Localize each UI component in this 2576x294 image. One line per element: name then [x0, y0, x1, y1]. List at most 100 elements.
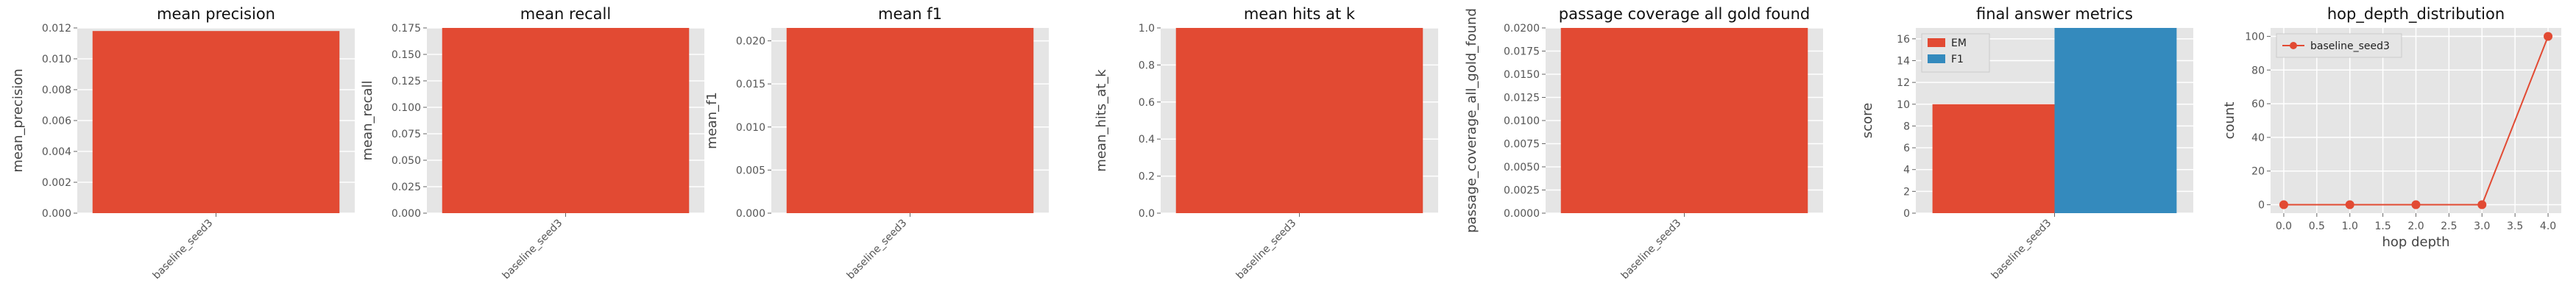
y-tick-label: 0.0050 [1504, 162, 1540, 173]
x-tick-label: baseline_seed3 [845, 218, 910, 282]
x-tick-label: 2.0 [2407, 220, 2424, 232]
chart-title: passage coverage all gold found [1559, 5, 1810, 23]
legend-label: EM [1951, 37, 1967, 49]
y-tick-label: 0.0000 [1504, 208, 1540, 220]
x-tick-label: 4.0 [2540, 220, 2556, 232]
y-axis-label: mean_f1 [704, 92, 720, 149]
y-tick-label: 0.100 [392, 102, 421, 114]
y-tick-label: 0.002 [42, 177, 71, 189]
y-tick-label: 0.004 [42, 146, 71, 158]
bar [1175, 28, 1423, 213]
y-tick-label: 10 [1897, 99, 1910, 111]
chart-panel-3: mean hits at k 0.0 0.2 0.4 0.6 0.8 1.0 mean_hit… [1094, 5, 1438, 282]
x-tick-label: 3.0 [2474, 220, 2490, 232]
y-tick-label: 8 [1903, 121, 1910, 132]
x-tick-label: baseline_seed3 [1234, 218, 1299, 282]
chart-title: hop_depth_distribution [2327, 5, 2505, 24]
y-axis-label: count [2222, 102, 2237, 140]
x-tick-label: baseline_seed3 [151, 218, 216, 282]
y-tick-label: 0.150 [392, 49, 421, 61]
y-tick-label: 0.0175 [1504, 46, 1540, 58]
y-tick-label: 0.010 [736, 122, 765, 134]
bar-f1 [2054, 28, 2177, 213]
y-tick-label: 0.0150 [1504, 69, 1540, 81]
chart-panel-4: passage coverage all gold found 0.0000 0.0… [1464, 5, 1823, 282]
y-tick-label: 0.020 [736, 36, 765, 48]
chart-panel-6: hop_depth_distribution 0 20 40 60 80 100 count 0… [2222, 5, 2561, 250]
bar [442, 28, 690, 213]
chart-panel-0: mean precision 0.000 0.002 0.004 0.006 0.008 0… [10, 5, 355, 282]
y-tick-label: 0.0075 [1504, 139, 1540, 151]
y-tick-label: 0.175 [392, 23, 421, 35]
y-tick-label: 0.025 [392, 182, 421, 193]
y-tick-label: 0.000 [42, 208, 71, 220]
y-tick-label: 20 [2251, 166, 2265, 178]
y-axis-label: mean_hits_at_k [1094, 69, 1109, 172]
x-tick-label: 2.5 [2441, 220, 2457, 232]
x-tick-label: baseline_seed3 [1989, 218, 2054, 282]
y-tick-label: 0.050 [392, 155, 421, 167]
y-tick-label: 100 [2245, 31, 2265, 43]
chart-title: mean hits at k [1244, 5, 1356, 23]
y-axis-label: mean_precision [10, 68, 26, 172]
y-tick-label: 0.008 [42, 85, 71, 96]
y-tick-label: 14 [1897, 55, 1910, 67]
y-tick-label: 0.8 [1139, 60, 1155, 71]
y-tick-label: 0 [2258, 200, 2265, 212]
x-tick-label: 1.0 [2342, 220, 2358, 232]
legend-label: baseline_seed3 [2310, 40, 2390, 52]
legend-swatch [1928, 38, 1945, 47]
y-tick-label: 80 [2251, 65, 2265, 76]
y-tick-label: 0.010 [42, 54, 71, 65]
x-axis-label: hop depth [2382, 234, 2450, 250]
legend-swatch [1928, 54, 1945, 63]
y-tick-label: 0.0025 [1504, 185, 1540, 197]
legend-box [1921, 33, 1990, 73]
y-tick-label: 12 [1897, 77, 1910, 89]
bar [786, 28, 1034, 213]
y-tick-label: 4 [1903, 165, 1910, 176]
y-tick-label: 0.000 [736, 208, 765, 220]
bar [1560, 28, 1808, 213]
x-tick-label: 0.0 [2276, 220, 2292, 232]
chart-title: mean f1 [878, 5, 942, 23]
data-point [2477, 200, 2487, 209]
x-tick-label: baseline_seed3 [500, 218, 565, 282]
legend-marker [2290, 42, 2297, 49]
y-tick-label: 16 [1897, 34, 1910, 46]
bar-em [1932, 104, 2055, 213]
bar [92, 31, 340, 214]
data-point [2411, 200, 2421, 209]
y-tick-label: 0.012 [42, 23, 71, 35]
y-tick-label: 40 [2251, 132, 2265, 144]
y-tick-label: 0.0 [1139, 208, 1155, 220]
y-tick-label: 0.4 [1139, 134, 1155, 146]
y-axis-label: mean_recall [360, 80, 375, 160]
y-tick-label: 60 [2251, 98, 2265, 110]
y-tick-label: 0.075 [392, 129, 421, 140]
x-tick-label: 3.5 [2507, 220, 2523, 232]
legend: baseline_seed3 [2276, 33, 2402, 58]
y-axis-label: score [1860, 103, 1875, 138]
y-tick-label: 0.015 [736, 79, 765, 90]
chart-title: mean precision [157, 5, 275, 23]
data-point [2544, 32, 2553, 41]
legend-label: F1 [1951, 54, 1964, 65]
x-tick-label: 0.5 [2309, 220, 2325, 232]
x-tick-label: 1.5 [2374, 220, 2391, 232]
y-tick-label: 0.0125 [1504, 93, 1540, 104]
chart-panel-1: mean recall 0.000 0.025 0.050 0.075 0.100 0.12… [360, 5, 704, 282]
y-tick-label: 1.0 [1139, 23, 1155, 35]
y-tick-label: 0.0200 [1504, 23, 1540, 35]
y-tick-label: 0.6 [1139, 97, 1155, 109]
y-tick-label: 0.006 [42, 115, 71, 127]
y-tick-label: 6 [1903, 143, 1910, 154]
y-tick-label: 0.0100 [1504, 115, 1540, 127]
y-axis-label: passage_coverage_all_gold_found [1464, 8, 1479, 233]
chart-panel-5: final answer metrics 0 2 4 6 8 10 12 14 16 score EM… [1860, 5, 2193, 282]
y-tick-label: 2 [1903, 186, 1910, 198]
y-tick-label: 0.005 [736, 165, 765, 176]
x-tick-label: baseline_seed3 [1619, 218, 1684, 282]
y-tick-label: 0.000 [392, 208, 421, 220]
